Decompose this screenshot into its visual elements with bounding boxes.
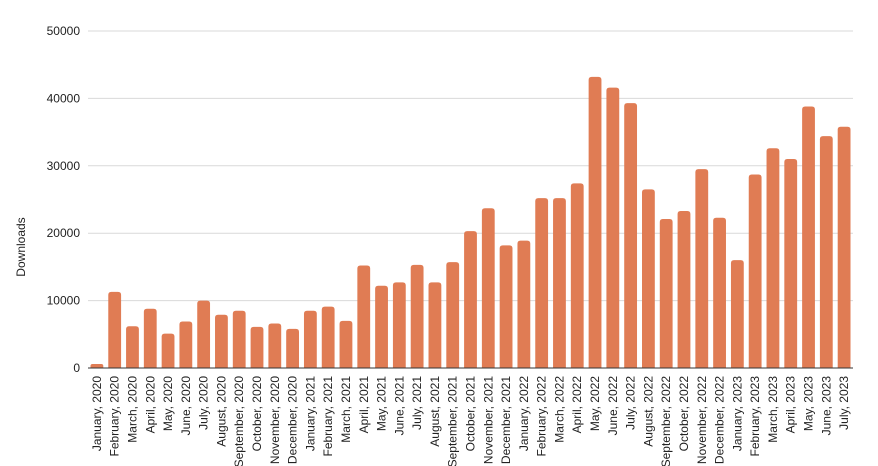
bar: [535, 198, 549, 368]
bar: [695, 169, 709, 368]
bar: [659, 219, 673, 368]
y-axis-title: Downloads: [14, 217, 28, 276]
x-tick-label: May, 2020: [161, 376, 175, 431]
bar: [339, 320, 353, 368]
x-tick-label: February, 2022: [535, 376, 549, 457]
bar: [677, 210, 691, 368]
x-tick-label: June, 2023: [819, 376, 833, 436]
bar: [357, 265, 371, 368]
x-tick-label: December, 2022: [713, 376, 727, 464]
y-tick-label: 10000: [47, 294, 81, 308]
x-tick-label: November, 2022: [695, 376, 709, 464]
y-tick-label: 50000: [47, 24, 81, 38]
x-tick-label: August, 2021: [428, 376, 442, 447]
y-axis-tick-labels: 0 10000 20000 30000 40000 50000: [47, 24, 81, 375]
bar: [179, 321, 193, 368]
x-tick-label: October, 2020: [250, 376, 264, 452]
bar: [766, 148, 780, 368]
bar: [570, 183, 584, 368]
x-tick-label: October, 2022: [677, 376, 691, 452]
bar: [802, 106, 815, 368]
x-tick-label: April, 2023: [784, 376, 798, 434]
x-tick-label: November, 2020: [268, 376, 282, 464]
x-tick-label: July, 2021: [410, 376, 424, 430]
bar: [499, 245, 513, 368]
bar: [126, 326, 139, 368]
x-tick-label: August, 2020: [214, 376, 228, 447]
bar: [375, 285, 388, 368]
x-tick-label: February, 2020: [108, 376, 122, 457]
bar: [553, 198, 566, 368]
bar: [624, 103, 638, 369]
x-tick-label: March, 2020: [125, 376, 139, 443]
x-tick-label: March, 2023: [766, 376, 780, 443]
bar: [286, 328, 299, 368]
x-tick-label: October, 2021: [464, 376, 478, 452]
y-tick-label: 20000: [47, 226, 81, 240]
bar: [481, 208, 495, 368]
bar: [268, 323, 282, 368]
x-tick-label: April, 2022: [570, 376, 584, 434]
bar: [730, 260, 744, 368]
bar: [410, 264, 424, 368]
x-tick-label: January, 2020: [90, 376, 104, 451]
bar: [215, 314, 228, 368]
x-tick-label: February, 2021: [321, 376, 335, 457]
x-tick-label: June, 2020: [179, 376, 193, 436]
x-tick-label: July, 2023: [837, 376, 851, 430]
x-tick-label: March, 2021: [339, 376, 353, 443]
bar: [143, 308, 157, 368]
bar: [588, 76, 602, 368]
x-tick-label: April, 2020: [143, 376, 157, 434]
y-tick-label: 0: [73, 361, 80, 375]
bar: [784, 159, 798, 368]
x-tick-label: January, 2021: [303, 376, 317, 451]
x-tick-label: December, 2020: [286, 376, 300, 464]
bar: [517, 240, 531, 368]
bar: [748, 174, 762, 368]
x-tick-label: December, 2021: [499, 376, 513, 464]
x-tick-label: February, 2023: [748, 376, 762, 457]
bar: [464, 231, 477, 368]
x-tick-label: March, 2022: [552, 376, 566, 443]
bar: [250, 326, 264, 368]
x-tick-label: June, 2022: [606, 376, 620, 436]
bar: [197, 300, 211, 368]
x-tick-label: September, 2020: [232, 376, 246, 466]
x-axis-tick-labels: January, 2020 February, 2020 March, 2020 Ap…: [90, 376, 851, 466]
bar: [606, 87, 620, 368]
x-tick-label: May, 2023: [802, 376, 816, 431]
x-tick-label: May, 2021: [375, 376, 389, 431]
bar: [837, 126, 851, 368]
x-tick-label: January, 2023: [730, 376, 744, 451]
x-tick-label: July, 2020: [197, 376, 211, 430]
x-tick-label: July, 2022: [624, 376, 638, 430]
x-tick-label: August, 2022: [641, 376, 655, 447]
bar: [90, 363, 104, 368]
x-tick-label: November, 2021: [481, 376, 495, 464]
bar: [642, 189, 655, 368]
x-tick-label: September, 2022: [659, 376, 673, 466]
bar: [713, 217, 726, 368]
bar: [108, 291, 122, 368]
bar: [392, 282, 406, 368]
x-tick-label: May, 2022: [588, 376, 602, 431]
bar: [161, 333, 175, 368]
y-tick-label: 40000: [47, 91, 81, 105]
bar: [428, 282, 442, 368]
bar: [303, 310, 317, 368]
bar: [819, 136, 833, 368]
x-tick-label: June, 2021: [392, 376, 406, 436]
bar: [446, 262, 460, 368]
x-tick-label: April, 2021: [357, 376, 371, 434]
x-tick-label: September, 2021: [446, 376, 460, 466]
bar: [321, 306, 335, 368]
bars: [90, 76, 851, 369]
x-tick-label: January, 2022: [517, 376, 531, 451]
bar: [232, 310, 246, 368]
y-tick-label: 30000: [47, 159, 81, 173]
